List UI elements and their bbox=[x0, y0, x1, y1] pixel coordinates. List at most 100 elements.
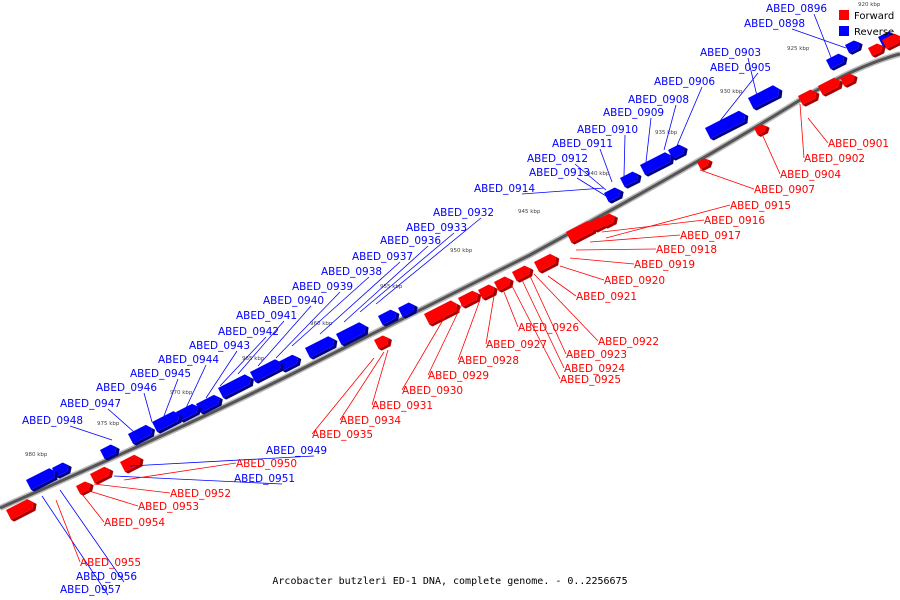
leader-line bbox=[791, 28, 847, 49]
leader-line bbox=[219, 336, 267, 387]
tick-label: 960 kbp bbox=[310, 321, 333, 327]
leader-line bbox=[799, 103, 805, 159]
leader-line bbox=[237, 320, 285, 375]
gene-label: ABED_0917 bbox=[680, 230, 741, 242]
leader-line bbox=[576, 177, 607, 197]
gene-arrow bbox=[604, 187, 624, 204]
gene-arrow bbox=[826, 53, 848, 71]
gene-arrow bbox=[250, 359, 285, 384]
tick-label: 935 kbp bbox=[655, 130, 678, 136]
gene-arrow bbox=[512, 265, 534, 283]
gene-label: ABED_0929 bbox=[428, 370, 489, 382]
tick-label: 920 kbp bbox=[858, 2, 881, 8]
gene-arrow bbox=[336, 322, 369, 347]
gene-label: ABED_0935 bbox=[312, 429, 373, 441]
tick-label: 925 kbp bbox=[787, 46, 810, 52]
gene-label: ABED_0933 bbox=[406, 222, 467, 234]
legend-forward-label: Forward bbox=[854, 11, 894, 22]
gene-arrow bbox=[378, 309, 400, 327]
gene-arrow bbox=[494, 276, 514, 293]
gene-arrow bbox=[152, 411, 183, 434]
leader-line bbox=[521, 187, 605, 195]
gene-arrow bbox=[478, 284, 498, 301]
legend-forward-swatch bbox=[839, 10, 849, 20]
tick-label: 980 kbp bbox=[25, 452, 48, 458]
leader-line bbox=[521, 279, 565, 369]
gene-label: ABED_0903 bbox=[700, 47, 761, 59]
gene-arrow bbox=[90, 466, 114, 485]
tick-label: 955 kbp bbox=[380, 284, 403, 290]
leader-line bbox=[291, 276, 370, 347]
gene-label: ABED_0908 bbox=[628, 94, 689, 106]
leader-line bbox=[81, 493, 105, 523]
gene-label: ABED_0957 bbox=[60, 584, 121, 596]
gene-label: ABED_0916 bbox=[704, 215, 765, 227]
gene-label: ABED_0927 bbox=[486, 339, 547, 351]
gene-label: ABED_0938 bbox=[321, 266, 382, 278]
gene-label: ABED_0950 bbox=[236, 458, 297, 470]
gene-arrow bbox=[798, 89, 820, 107]
gene-label: ABED_0901 bbox=[828, 138, 889, 150]
leader-line bbox=[93, 483, 171, 494]
leader-line bbox=[511, 285, 561, 380]
leader-line bbox=[813, 13, 833, 61]
gene-arrow bbox=[534, 253, 560, 274]
leader-line bbox=[427, 303, 463, 376]
leader-line bbox=[85, 489, 139, 507]
gene-arrow bbox=[76, 481, 94, 496]
gene-label: ABED_0904 bbox=[780, 169, 841, 181]
leader-line bbox=[55, 499, 81, 563]
leader-line bbox=[485, 295, 495, 345]
gene-arrow bbox=[128, 424, 156, 446]
gene-label: ABED_0920 bbox=[604, 275, 665, 287]
leader-line bbox=[401, 307, 451, 391]
gene-label: ABED_0951 bbox=[234, 473, 295, 485]
gene-label: ABED_0942 bbox=[218, 326, 279, 338]
leader-line bbox=[143, 392, 153, 423]
gene-label: ABED_0925 bbox=[560, 374, 621, 386]
gene-arrow bbox=[100, 444, 120, 461]
leader-line bbox=[257, 305, 312, 367]
leader-line bbox=[275, 291, 341, 359]
tick-label: 970 kbp bbox=[170, 390, 193, 396]
gene-label: ABED_0956 bbox=[76, 571, 137, 583]
gene-arrow bbox=[120, 454, 144, 474]
gene-arrow bbox=[600, 213, 618, 229]
leader-line bbox=[107, 408, 135, 433]
gene-label: ABED_0934 bbox=[340, 415, 401, 427]
gene-arrow bbox=[196, 394, 223, 415]
tick-label: 950 kbp bbox=[450, 248, 473, 254]
gene-arrow bbox=[668, 144, 688, 161]
leader-line bbox=[559, 265, 605, 281]
leader-line bbox=[339, 351, 385, 421]
leader-line bbox=[185, 364, 207, 409]
gene-arrow bbox=[566, 221, 597, 245]
gene-label: ABED_0922 bbox=[598, 336, 659, 348]
gene-label: ABED_0918 bbox=[656, 244, 717, 256]
leader-line bbox=[599, 148, 613, 183]
gene-label: ABED_0919 bbox=[634, 259, 695, 271]
gene-label: ABED_0937 bbox=[352, 251, 413, 263]
legend-reverse-label: Reverse bbox=[854, 27, 894, 38]
gene-label: ABED_0941 bbox=[236, 310, 297, 322]
leader-layer bbox=[41, 13, 847, 596]
leader-line bbox=[663, 104, 677, 151]
gene-label: ABED_0896 bbox=[766, 3, 827, 15]
gene-label: ABED_0913 bbox=[529, 167, 590, 179]
gene-label: ABED_0906 bbox=[654, 76, 715, 88]
legend: Forward Reverse bbox=[839, 10, 894, 38]
gene-label: ABED_0946 bbox=[96, 382, 157, 394]
gene-label: ABED_0923 bbox=[566, 349, 627, 361]
gene-label: ABED_0910 bbox=[577, 124, 638, 136]
leader-line bbox=[205, 350, 238, 399]
gene-label: ABED_0909 bbox=[603, 107, 664, 119]
legend-reverse-swatch bbox=[839, 26, 849, 36]
leader-line bbox=[129, 455, 315, 467]
gene-label: ABED_0930 bbox=[402, 385, 463, 397]
gene-label: ABED_0924 bbox=[564, 363, 625, 375]
gene-label: ABED_0954 bbox=[104, 517, 165, 529]
gene-arrow bbox=[218, 374, 254, 400]
leader-line bbox=[547, 275, 577, 297]
gene-label: ABED_0912 bbox=[527, 153, 588, 165]
